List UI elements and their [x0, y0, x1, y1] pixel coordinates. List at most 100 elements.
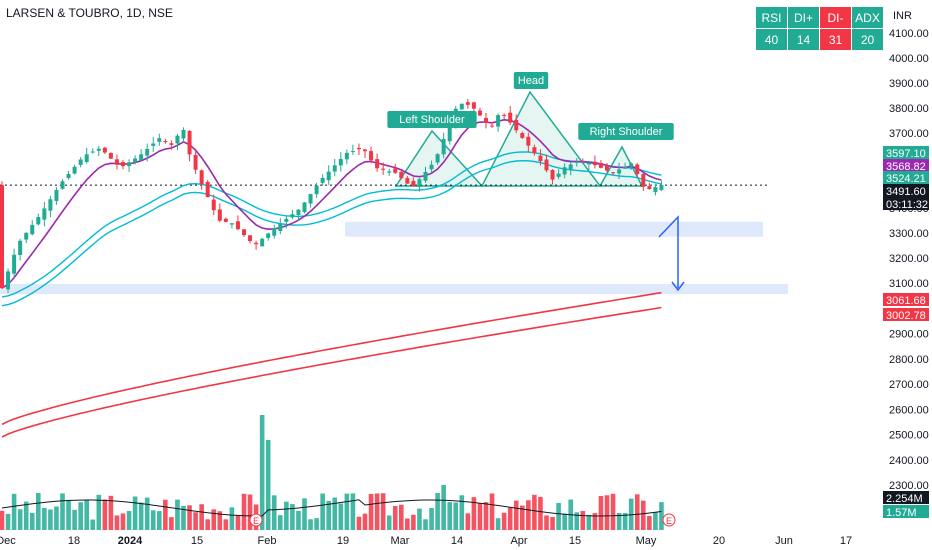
volume-bar	[259, 415, 265, 530]
volume-bar	[641, 500, 646, 530]
earnings-marker-label: E	[666, 516, 672, 526]
volume-bar	[284, 501, 289, 530]
indicator-value-di: 31	[819, 28, 852, 51]
ema-mid-line	[1, 151, 662, 298]
volume-bar	[556, 502, 561, 530]
ema-200-upper-line	[1, 291, 662, 426]
volume-bar	[229, 507, 235, 530]
candle-body	[514, 119, 519, 131]
candle-body	[338, 158, 343, 166]
candle-body	[181, 129, 186, 139]
candle-body	[199, 170, 204, 185]
x-tick-label: 18	[68, 535, 80, 547]
volume-average-line	[1, 499, 662, 517]
candle-body	[605, 165, 609, 171]
volume-bar	[411, 514, 416, 530]
volume-bar	[604, 495, 610, 530]
volume-bar	[350, 493, 356, 530]
volume-bar	[501, 512, 507, 530]
price-label-text: 3524.21	[886, 173, 926, 185]
volume-bar	[574, 512, 580, 530]
volume-bar	[429, 508, 434, 530]
candle-body	[484, 118, 488, 123]
support-zone-upper	[345, 221, 763, 237]
chart-title: LARSEN & TOUBRO, 1D, NSE	[6, 6, 173, 20]
earnings-marker-label: E	[253, 516, 259, 526]
volume-bar	[453, 502, 459, 530]
x-tick-label: Feb	[258, 535, 277, 547]
candle-body	[18, 240, 23, 255]
volume-bar	[489, 493, 495, 530]
candle-body	[0, 185, 4, 289]
candle-body	[205, 181, 210, 198]
candle-body	[447, 123, 452, 142]
x-tick-label: 20	[713, 535, 725, 547]
volume-bar	[290, 504, 295, 530]
volume-bar	[653, 512, 658, 530]
ema-200-lower-line	[1, 306, 662, 438]
x-axis: Dec 18 2024 15 Feb 19 Mar 14 Apr 15 May 20 Jun 17	[0, 535, 852, 547]
candle-body	[54, 190, 59, 201]
volume-bar	[532, 494, 537, 530]
candle-body	[417, 179, 422, 187]
volume-bar	[0, 510, 5, 530]
candle-body	[356, 147, 361, 150]
candle-body	[508, 112, 513, 123]
candle-body	[266, 233, 271, 238]
candle-body	[659, 185, 664, 191]
y-tick-label: 2400.00	[889, 455, 929, 467]
moving-averages	[1, 118, 662, 438]
volume-bar	[465, 513, 471, 530]
volume-bar	[114, 515, 120, 530]
indicator-table: RSI DI+ DI- ADX 40 14 31 20	[755, 6, 884, 51]
volume-bar	[205, 519, 210, 530]
volume-bar	[193, 512, 198, 530]
candle-body	[635, 164, 640, 175]
volume-bar	[187, 505, 192, 530]
volume-bar	[495, 518, 501, 530]
price-label-text: 3061.68	[886, 295, 926, 307]
volume-bar	[11, 493, 17, 530]
candle-body	[308, 194, 313, 204]
volume-bar	[405, 518, 410, 530]
volume-bar	[380, 493, 386, 530]
ema-long-line	[1, 159, 662, 307]
candle-body	[411, 180, 416, 187]
indicator-value-adx: 20	[851, 28, 884, 51]
volume-bar	[120, 513, 126, 530]
candle-body	[435, 154, 440, 163]
price-label-box	[883, 159, 929, 172]
volume-bar	[386, 515, 392, 530]
y-tick-label: 3300.00	[889, 228, 929, 240]
volume-bar	[592, 513, 598, 530]
candle-body	[42, 208, 47, 220]
candle-body	[550, 170, 555, 180]
volume-bar	[598, 496, 604, 530]
volume-bar	[199, 504, 204, 530]
price-label-text: 3491.60	[886, 186, 926, 198]
volume-bar	[144, 497, 150, 530]
candle-body	[441, 139, 446, 155]
candle-body	[223, 218, 228, 222]
candle-body	[611, 172, 616, 174]
annotation-label: Head	[518, 75, 544, 87]
volume-bar	[314, 518, 319, 530]
candle-body	[363, 149, 367, 152]
candle-body	[629, 163, 634, 167]
indicator-value-rsi: 40	[755, 28, 788, 51]
volume-bar	[54, 506, 59, 530]
candle-body	[145, 148, 150, 156]
y-axis: 4100.004000.003900.003800.003700.003600.…	[889, 28, 929, 492]
candle-body	[375, 159, 380, 169]
volume-bar	[271, 495, 277, 530]
y-tick-label: 2800.00	[889, 354, 929, 366]
volume-bar	[520, 505, 525, 530]
price-label-box	[883, 146, 929, 159]
volume-bar	[447, 502, 452, 530]
candle-body	[592, 161, 597, 166]
volume-bar	[84, 500, 89, 530]
candle-body	[30, 224, 35, 235]
price-label-box	[883, 184, 929, 210]
